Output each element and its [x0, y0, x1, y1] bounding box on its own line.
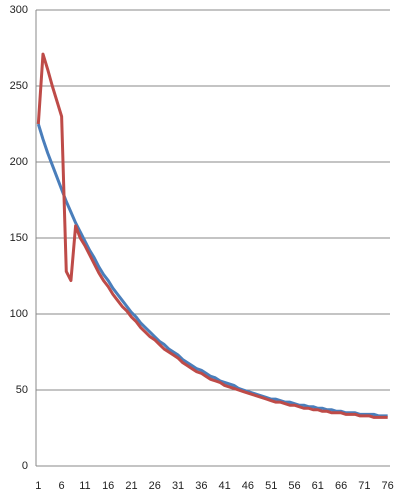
x-tick-label: 76	[382, 480, 394, 492]
x-tick-label: 16	[102, 480, 114, 492]
y-tick-label: 250	[10, 80, 28, 92]
y-tick-label: 0	[22, 460, 28, 472]
y-tick-label: 200	[10, 156, 28, 168]
x-tick-label: 31	[172, 480, 184, 492]
y-tick-label: 150	[10, 232, 28, 244]
y-tick-label: 100	[10, 308, 28, 320]
x-tick-label: 46	[242, 480, 254, 492]
line-series	[36, 123, 388, 418]
x-tick-label: 51	[265, 480, 277, 492]
y-tick-label: 300	[10, 4, 28, 16]
x-tick-label: 41	[219, 480, 231, 492]
x-tick-label: 21	[125, 480, 137, 492]
line-series	[36, 52, 388, 419]
x-tick-label: 36	[195, 480, 207, 492]
x-tick-label: 26	[149, 480, 161, 492]
x-tick-label: 71	[358, 480, 370, 492]
x-tick-label: 11	[79, 480, 90, 492]
y-tick-label: 50	[16, 384, 28, 396]
x-tick-label: 6	[59, 480, 65, 492]
x-tick-label: 66	[335, 480, 347, 492]
x-tick-label: 61	[312, 480, 324, 492]
x-tick-label: 1	[35, 480, 41, 492]
x-tick-label: 56	[288, 480, 300, 492]
